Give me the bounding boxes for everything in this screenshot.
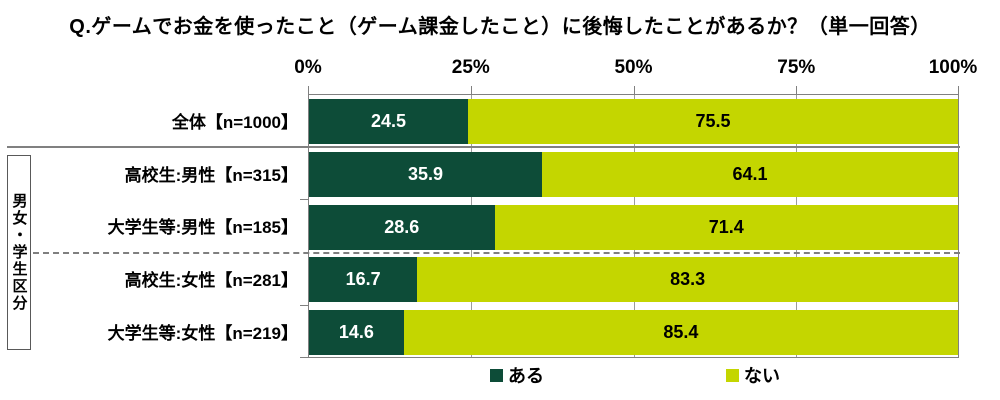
separator-line-dashed [33, 252, 960, 254]
bar-segment-aru: 35.9 [309, 151, 542, 197]
category-label: 全体【n=1000】 [171, 112, 298, 132]
bar-segment-nai: 64.1 [541, 151, 958, 197]
bar-segment-aru: 16.7 [309, 257, 418, 303]
bar-value-label: 14.6 [338, 322, 374, 343]
axis-tickmark [300, 357, 308, 358]
bar-row: 35.9 64.1 [309, 151, 958, 197]
axis-tickmark [633, 86, 635, 94]
legend-label-aru: ある [508, 366, 544, 386]
legend-label-nai: ない [744, 366, 780, 386]
axis-tickmark [470, 86, 472, 94]
x-axis-tick-75: 75% [777, 57, 816, 78]
plot-area: 24.5 75.5 35.9 64.1 28.6 71.4 16.7 83.3 14.6 85.4 [308, 94, 959, 358]
axis-tickmark [958, 86, 959, 94]
x-axis-tick-50: 50% [614, 57, 653, 78]
bar-row: 28.6 71.4 [309, 204, 958, 250]
legend: ある ない [0, 362, 1000, 390]
bar-value-label: 71.4 [708, 216, 744, 237]
axis-tickmark [796, 86, 798, 94]
x-axis-tick-25: 25% [451, 57, 490, 78]
x-axis-tick-100: 100% [928, 57, 978, 78]
bar-segment-nai: 83.3 [417, 257, 958, 303]
legend-item-aru: ある [490, 362, 544, 388]
bar-value-label: 83.3 [670, 269, 706, 290]
bar-row: 14.6 85.4 [309, 310, 958, 356]
category-labels: 全体【n=1000】高校生:男性【n=315】大学生等:男性【n=185】高校生… [0, 94, 302, 358]
bar-segment-nai: 71.4 [494, 204, 958, 250]
bar-value-label: 16.7 [345, 269, 381, 290]
bar-value-label: 75.5 [695, 111, 731, 131]
group-label-box: 男女・学生区分 [7, 155, 31, 350]
bar-segment-nai: 75.5 [468, 99, 958, 144]
group-label: 男女・学生区分 [10, 193, 28, 312]
bar-segment-aru: 14.6 [309, 310, 404, 356]
category-label: 高校生:男性【n=315】 [124, 165, 298, 185]
category-label: 大学生等:女性【n=219】 [107, 324, 298, 344]
bar-value-label: 35.9 [407, 163, 444, 184]
axis-tickmark [300, 199, 308, 200]
x-axis-tick-0: 0% [294, 57, 322, 78]
bar-segment-aru: 28.6 [309, 204, 495, 250]
legend-swatch-nai [726, 368, 739, 382]
bar-segment-aru: 24.5 [309, 99, 468, 144]
bar-row: 24.5 75.5 [309, 99, 958, 144]
category-label: 高校生:女性【n=281】 [124, 271, 298, 291]
legend-swatch-aru [490, 368, 503, 382]
bar-row: 16.7 83.3 [309, 257, 958, 303]
bar-value-label: 28.6 [384, 216, 420, 237]
bar-value-label: 85.4 [663, 322, 699, 343]
category-label: 大学生等:男性【n=185】 [107, 218, 298, 238]
chart-title: Q.ゲームでお金を使ったこと（ゲーム課金したこと）に後悔したことがあるか？（単一… [69, 16, 931, 38]
axis-tickmark [308, 86, 309, 94]
separator-line-solid [7, 146, 960, 148]
bar-value-label: 64.1 [732, 163, 768, 184]
bar-value-label: 24.5 [370, 111, 407, 131]
legend-item-nai: ない [726, 362, 780, 388]
axis-tickmark [300, 305, 308, 306]
bar-segment-nai: 85.4 [403, 310, 958, 356]
